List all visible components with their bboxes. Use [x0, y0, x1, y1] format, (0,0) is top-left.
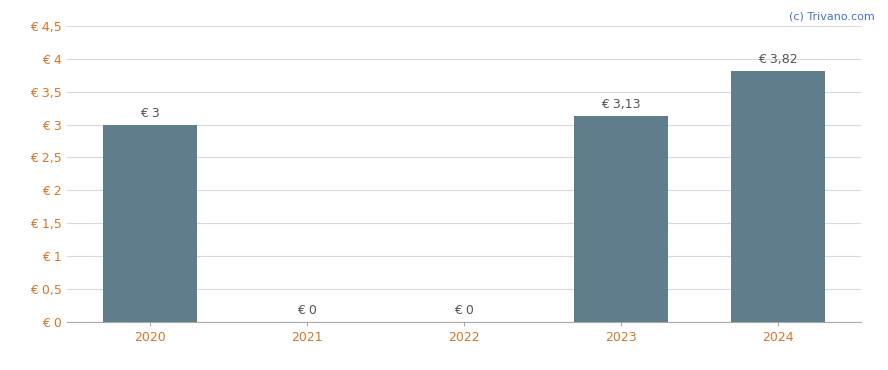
Bar: [574, 116, 668, 322]
Text: € 0: € 0: [454, 304, 474, 317]
Text: € 3: € 3: [140, 107, 160, 120]
Bar: [731, 71, 825, 322]
Text: € 0: € 0: [297, 304, 317, 317]
Text: € 3,82: € 3,82: [758, 53, 798, 66]
Text: € 3,13: € 3,13: [601, 98, 641, 111]
Text: (c) Trivano.com: (c) Trivano.com: [789, 11, 875, 21]
Bar: [103, 125, 197, 322]
